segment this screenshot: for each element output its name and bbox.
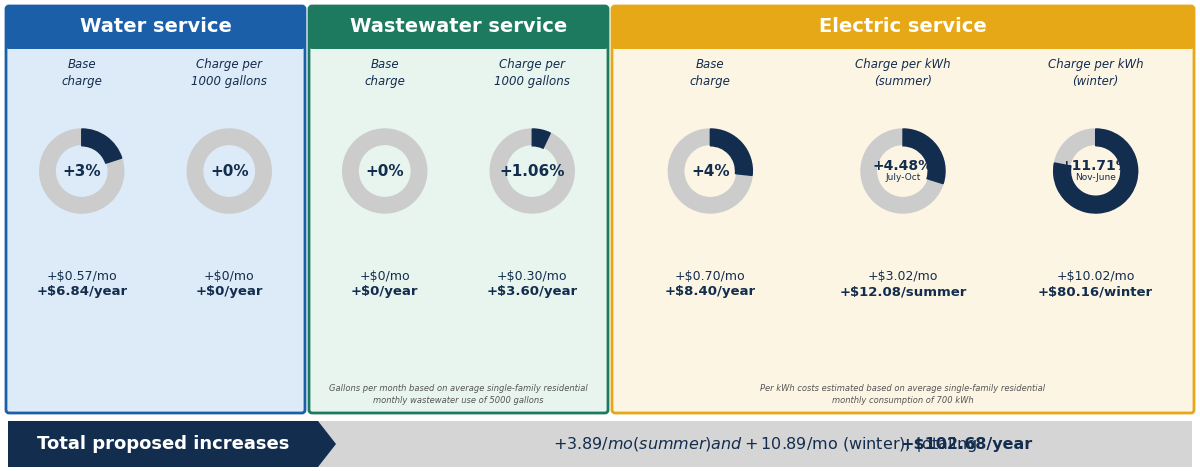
Text: +$80.16/winter: +$80.16/winter bbox=[1038, 285, 1153, 299]
Text: Charge per
1000 gallons: Charge per 1000 gallons bbox=[494, 58, 570, 88]
Circle shape bbox=[685, 146, 736, 196]
Wedge shape bbox=[533, 129, 551, 148]
Circle shape bbox=[508, 146, 558, 196]
Text: +$8.40/year: +$8.40/year bbox=[665, 285, 756, 299]
Polygon shape bbox=[318, 421, 336, 467]
Bar bbox=[312, 27, 605, 46]
Text: Electric service: Electric service bbox=[820, 17, 986, 36]
Bar bbox=[8, 421, 318, 467]
Circle shape bbox=[878, 146, 929, 196]
Text: +4.48%: +4.48% bbox=[872, 159, 934, 173]
Text: +$3.89/mo (summer) and +$10.89/mo (winter), totaling: +$3.89/mo (summer) and +$10.89/mo (winte… bbox=[553, 435, 978, 454]
Text: +3%: +3% bbox=[62, 163, 101, 179]
Text: Per kWh costs estimated based on average single-family residential
monthly consu: Per kWh costs estimated based on average… bbox=[761, 384, 1045, 405]
FancyBboxPatch shape bbox=[612, 5, 1194, 49]
Text: +$0.57/mo: +$0.57/mo bbox=[47, 269, 118, 283]
Circle shape bbox=[862, 129, 946, 213]
FancyBboxPatch shape bbox=[6, 5, 305, 49]
Text: Wastewater service: Wastewater service bbox=[350, 17, 568, 36]
Wedge shape bbox=[710, 129, 752, 175]
Text: +$3.02/mo: +$3.02/mo bbox=[868, 269, 938, 283]
Text: +0%: +0% bbox=[210, 163, 248, 179]
Wedge shape bbox=[1054, 129, 1138, 213]
Circle shape bbox=[187, 129, 271, 213]
Wedge shape bbox=[82, 129, 121, 163]
Text: +$102.68/year: +$102.68/year bbox=[900, 437, 1032, 452]
Text: +$12.08/summer: +$12.08/summer bbox=[839, 285, 967, 299]
Text: Base
charge: Base charge bbox=[365, 58, 406, 88]
Text: Total proposed increases: Total proposed increases bbox=[37, 435, 289, 453]
Circle shape bbox=[56, 146, 107, 196]
Text: +$0/mo: +$0/mo bbox=[204, 269, 254, 283]
Bar bbox=[616, 27, 1190, 46]
Text: +1.06%: +1.06% bbox=[499, 163, 565, 179]
Text: +$0.70/mo: +$0.70/mo bbox=[676, 269, 745, 283]
Text: Base
charge: Base charge bbox=[690, 58, 731, 88]
Text: +0%: +0% bbox=[366, 163, 404, 179]
Text: +$3.60/year: +$3.60/year bbox=[487, 285, 578, 299]
Circle shape bbox=[1070, 146, 1121, 196]
Text: +$0/mo: +$0/mo bbox=[360, 269, 410, 283]
Text: Charge per kWh
(winter): Charge per kWh (winter) bbox=[1048, 58, 1144, 88]
Text: Gallons per month based on average single-family residential
monthly wastewater : Gallons per month based on average singl… bbox=[329, 384, 588, 405]
Circle shape bbox=[491, 129, 575, 213]
Circle shape bbox=[360, 146, 410, 196]
Text: +$0/year: +$0/year bbox=[352, 285, 419, 299]
Text: +4%: +4% bbox=[691, 163, 730, 179]
Text: +$6.84/year: +$6.84/year bbox=[36, 285, 127, 299]
Text: Nov-June: Nov-June bbox=[1075, 173, 1116, 182]
Bar bbox=[10, 27, 302, 46]
FancyBboxPatch shape bbox=[6, 6, 305, 413]
Circle shape bbox=[343, 129, 427, 213]
Circle shape bbox=[204, 146, 254, 196]
Text: Water service: Water service bbox=[79, 17, 232, 36]
FancyBboxPatch shape bbox=[612, 6, 1194, 413]
FancyBboxPatch shape bbox=[310, 5, 608, 49]
Text: Base
charge: Base charge bbox=[61, 58, 102, 88]
Text: July-Oct: July-Oct bbox=[886, 173, 920, 182]
Text: +$10.02/mo: +$10.02/mo bbox=[1056, 269, 1135, 283]
Text: +11.71%: +11.71% bbox=[1061, 159, 1130, 173]
Circle shape bbox=[668, 129, 752, 213]
Circle shape bbox=[40, 129, 124, 213]
Text: +$0.30/mo: +$0.30/mo bbox=[497, 269, 568, 283]
Text: Charge per kWh
(summer): Charge per kWh (summer) bbox=[856, 58, 950, 88]
Text: +$0/year: +$0/year bbox=[196, 285, 263, 299]
Bar bbox=[318, 421, 1192, 467]
Circle shape bbox=[1054, 129, 1138, 213]
Wedge shape bbox=[904, 129, 944, 184]
Text: Charge per
1000 gallons: Charge per 1000 gallons bbox=[191, 58, 268, 88]
FancyBboxPatch shape bbox=[310, 6, 608, 413]
